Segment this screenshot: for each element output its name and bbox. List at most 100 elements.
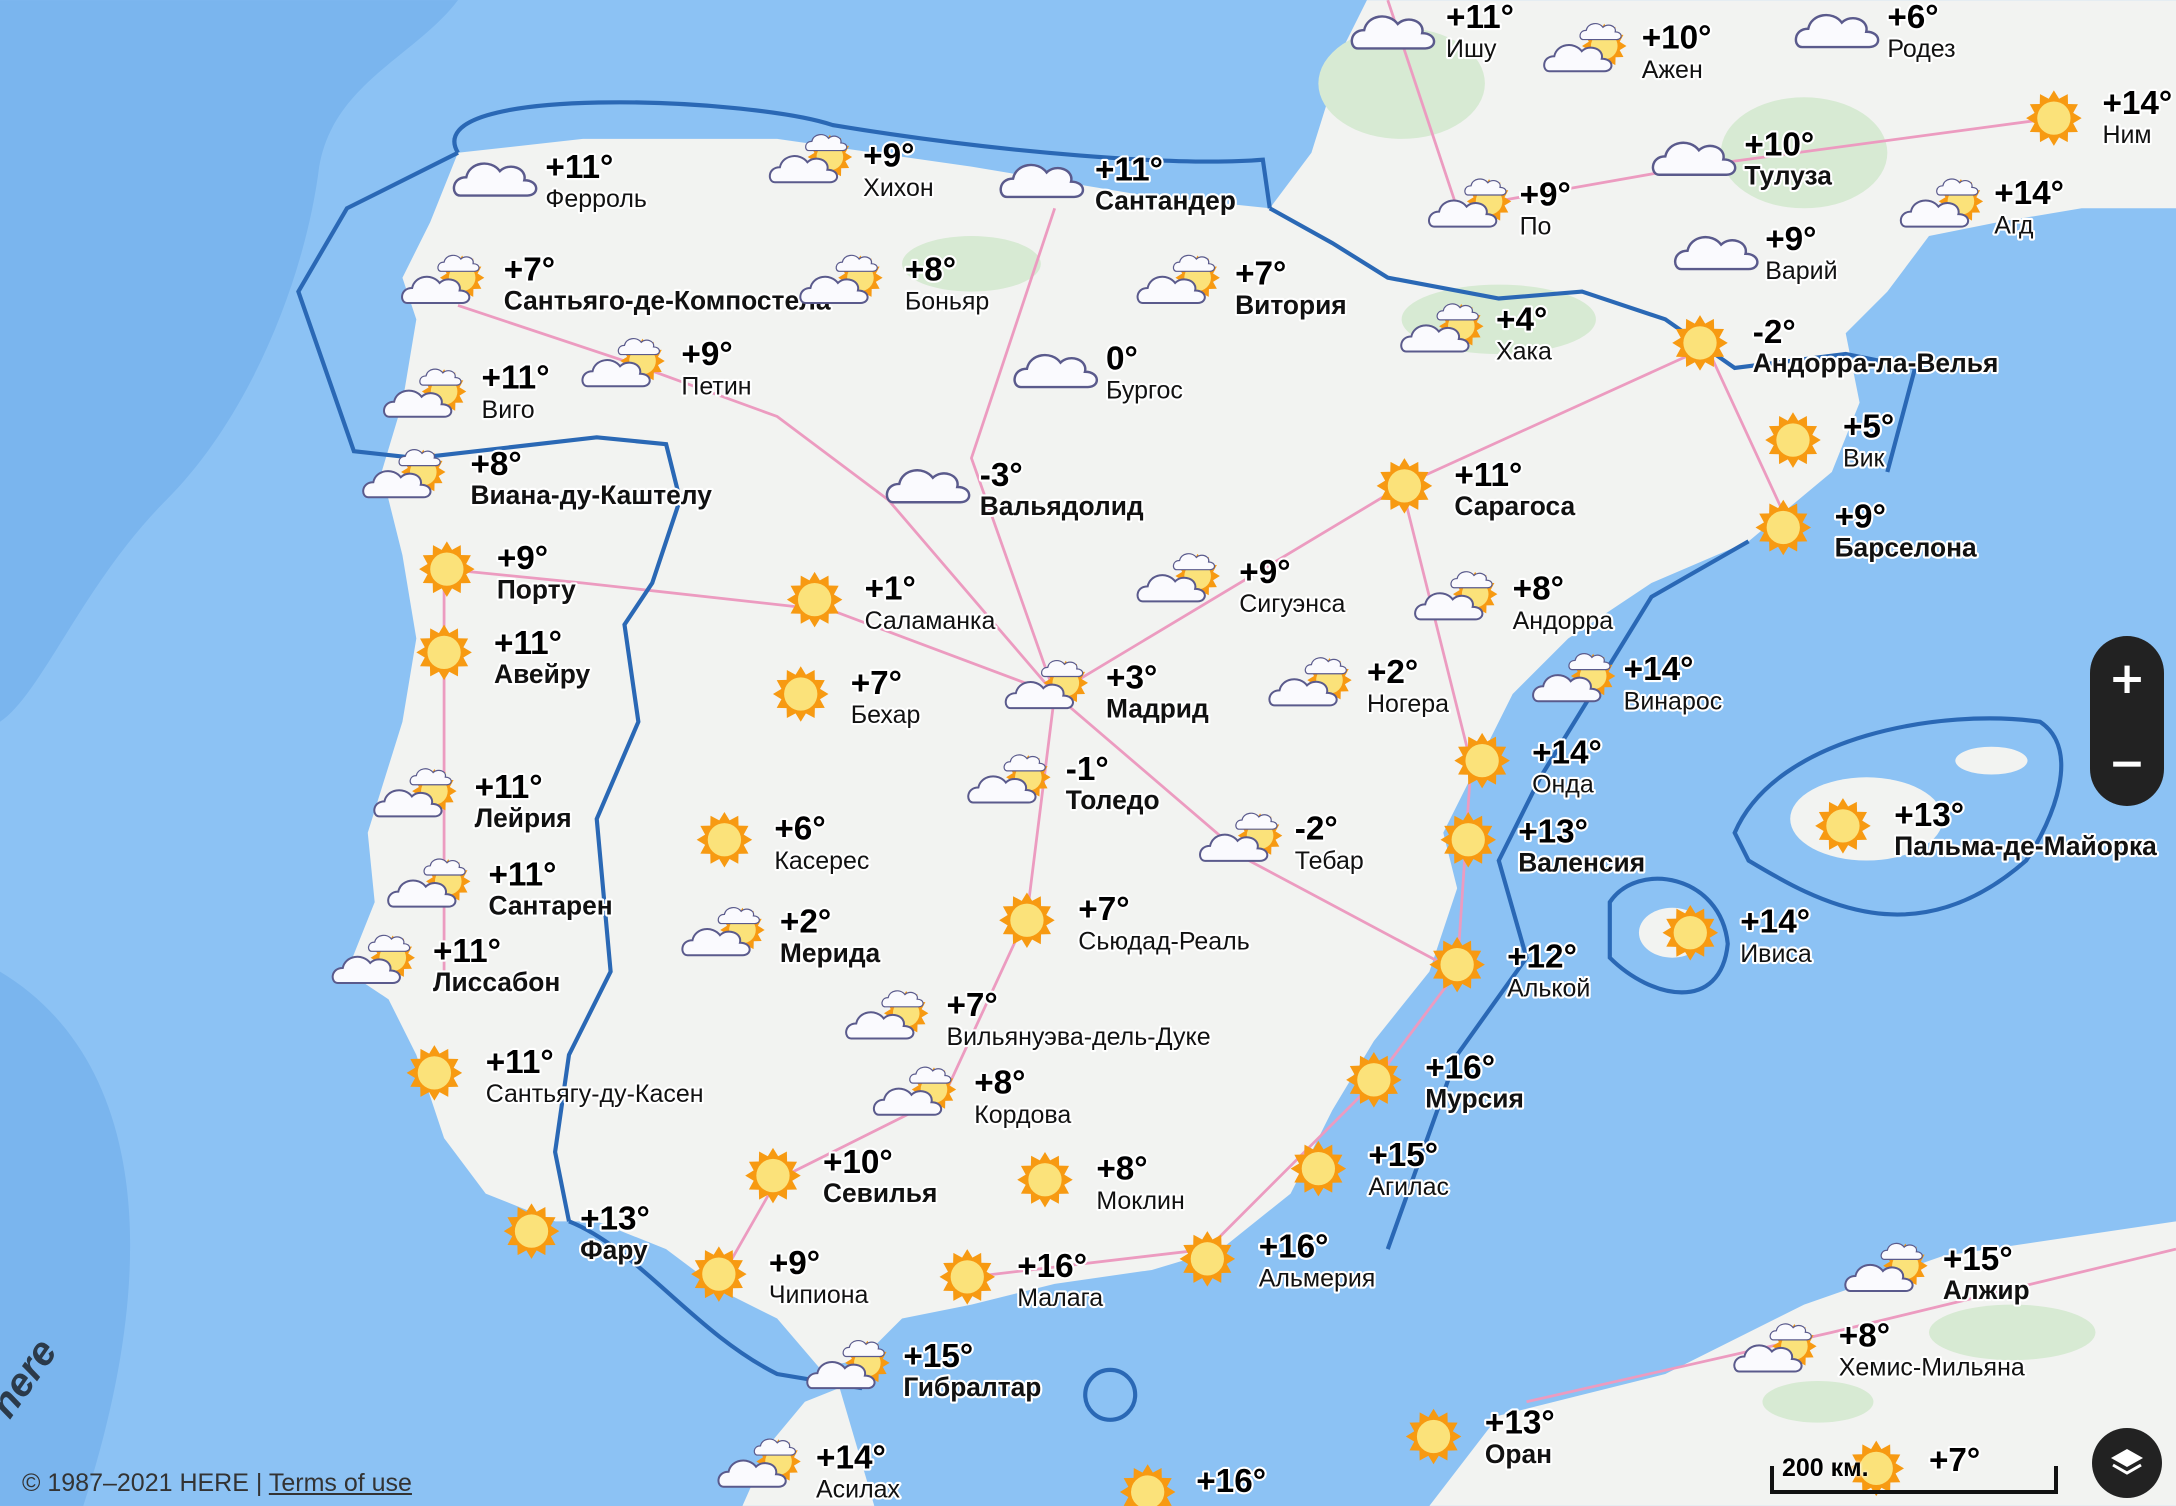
temperature-label: +9° [1239,554,1290,591]
zoom-out-button[interactable]: − [2108,737,2146,789]
weather-marker[interactable]: +7° [1848,1440,1982,1497]
weather-marker[interactable]: +13°Фару [503,1199,652,1267]
weather-marker[interactable]: +7°Сантьяго-де-Компостела [401,249,833,318]
weather-marker[interactable]: +8°Виана-ду-Каштелу [362,444,714,512]
weather-marker[interactable]: +9°По [1428,174,1573,243]
weather-marker[interactable]: -2°Андорра-ла-Велья [1672,312,2000,380]
weather-marker[interactable]: +14°Ивиса [1662,902,1814,970]
weather-marker[interactable]: +16°Малага [939,1246,1105,1314]
weather-marker[interactable]: +14°Агд [1899,173,2066,241]
weather-marker[interactable]: +7°Сьюдад-Реаль [999,889,1252,957]
weather-marker[interactable]: +9°Порту [419,538,578,606]
weather-marker[interactable]: +15°Гибралтар [806,1336,1043,1404]
cloud-icon [799,275,869,304]
weather-marker[interactable]: +7°Вильянуэва-дель-Дуке [845,985,1213,1053]
temperature-label: +11° [1095,152,1163,189]
weather-marker[interactable]: +11°Сантьягу-ду-Касен [406,1042,706,1110]
city-label: Ферроль [545,185,647,213]
weather-marker[interactable]: +11°Лиссабон [331,931,562,999]
weather-marker[interactable]: +11°Сантандер [999,149,1238,218]
weather-marker[interactable]: +4°Хака [1400,299,1554,368]
cloud-icon [401,275,471,304]
weather-marker[interactable]: +16°Мурсия [1346,1047,1526,1116]
weather-marker[interactable]: +6°Родез [1794,0,1958,65]
city-label: Сарагоса [1454,491,1575,521]
weather-marker[interactable]: +14°Ним [2026,83,2174,151]
cloud-icon [437,254,480,272]
cloud-icon [581,359,651,388]
weather-marker[interactable]: +3°Мадрид [1004,657,1211,726]
temperature-label: +7° [1078,891,1129,928]
weather-marker[interactable]: +14°Асилах [717,1437,903,1506]
weather-marker[interactable]: -2°Тебар [1199,809,1366,877]
weather-marker[interactable]: +14°Онда [1454,732,1604,801]
weather-marker[interactable]: +9°Чипиона [691,1243,871,1311]
city-label: Сантарен [488,891,612,921]
zoom-control: + − [2090,636,2164,806]
weather-marker[interactable]: +10°Севилья [745,1142,939,1210]
weather-marker[interactable]: +11°Виго [383,358,552,426]
weather-marker[interactable]: +8°Кордова [872,1063,1073,1131]
terms-of-use-link[interactable]: Terms of use [268,1469,412,1497]
city-label: Тулуза [1744,161,1832,191]
weather-marker[interactable]: +7°Витория [1136,254,1349,322]
weather-marker[interactable]: +15°Алжир [1844,1239,2032,1307]
weather-marker[interactable]: +11°Ишу [1350,0,1516,65]
city-label: Виана-ду-Каштелу [470,480,712,510]
cloud-icon [1004,681,1074,710]
weather-marker[interactable]: +5°Вик [1765,406,1896,475]
weather-marker[interactable]: +13°Валенсия [1440,811,1647,880]
weather-marker[interactable]: +12°Алькой [1429,936,1592,1005]
weather-marker[interactable]: -1°Толедо [967,749,1162,817]
weather-marker[interactable]: +11°Лейрия [373,767,574,835]
sun-icon [1755,499,1812,556]
weather-marker[interactable]: -3°Вальядолид [885,455,1146,523]
temperature-label: +4° [1496,301,1547,338]
weather-marker[interactable]: +9°Петин [581,334,754,402]
weather-marker[interactable]: +10°Ажен [1543,18,1714,86]
city-label: Альмерия [1259,1265,1376,1293]
cloud-icon [1532,674,1602,703]
weather-marker[interactable]: +8°Андорра [1414,569,1615,637]
city-label: Пальма-де-Майорка [1894,831,2157,861]
temperature-label: +15° [1943,1241,2013,1278]
weather-marker[interactable]: +9°Сигуэнса [1136,552,1348,620]
weather-marker[interactable]: +8°Боньяр [799,249,991,318]
borders [296,100,2064,1391]
temperature-label: +15° [903,1338,973,1375]
weather-marker[interactable]: +2°Мерида [681,902,883,970]
weather-marker[interactable]: +13°Оран [1405,1403,1557,1471]
weather-marker[interactable]: +9°Барселона [1755,496,1979,565]
weather-marker[interactable]: +8°Моклин [1017,1149,1187,1217]
weather-marker[interactable]: +8°Хемис-Мильяна [1733,1315,2027,1383]
weather-marker[interactable]: 0°Бургос [1013,338,1185,407]
weather-marker[interactable]: +2°Ногера [1268,652,1451,720]
weather-marker[interactable]: +15°Агилас [1290,1135,1451,1203]
weather-marker[interactable]: +14°Винарос [1532,649,1724,717]
cloud-icon [1400,324,1470,353]
weather-marker[interactable]: +11°Сарагоса [1376,455,1578,523]
temperature-label: +8° [974,1065,1025,1102]
cloud-icon [367,934,411,952]
weather-marker[interactable]: +9°Хихон [768,134,936,204]
weather-marker[interactable]: +6°Касерес [696,809,872,877]
cloud-icon [717,1459,787,1488]
cloud-icon [1844,1263,1914,1293]
temperature-label: +14° [1994,175,2064,212]
weather-marker[interactable]: +16°Альмерия [1179,1226,1377,1295]
city-label: Сьюдад-Реаль [1078,927,1249,955]
weather-marker[interactable]: +1°Саламанка [786,569,998,637]
cloud-icon [842,1339,885,1358]
weather-marker[interactable]: +10°Тулуза [1651,124,1834,193]
weather-marker[interactable]: +11°Авейру [416,623,593,691]
weather-marker[interactable]: +11°Ферроль [452,147,649,215]
layers-button[interactable] [2092,1428,2162,1498]
weather-marker[interactable]: +13°Пальма-де-Майорка [1815,795,2159,863]
weather-marker[interactable]: +16° [1119,1461,1268,1506]
weather-marker[interactable]: +7°Бехар [772,663,922,731]
weather-marker[interactable]: +9°Варий [1674,219,1840,287]
weather-marker[interactable]: +11°Сантарен [387,854,615,923]
temperature-label: +13° [1894,797,1964,834]
zoom-in-button[interactable]: + [2108,652,2146,704]
